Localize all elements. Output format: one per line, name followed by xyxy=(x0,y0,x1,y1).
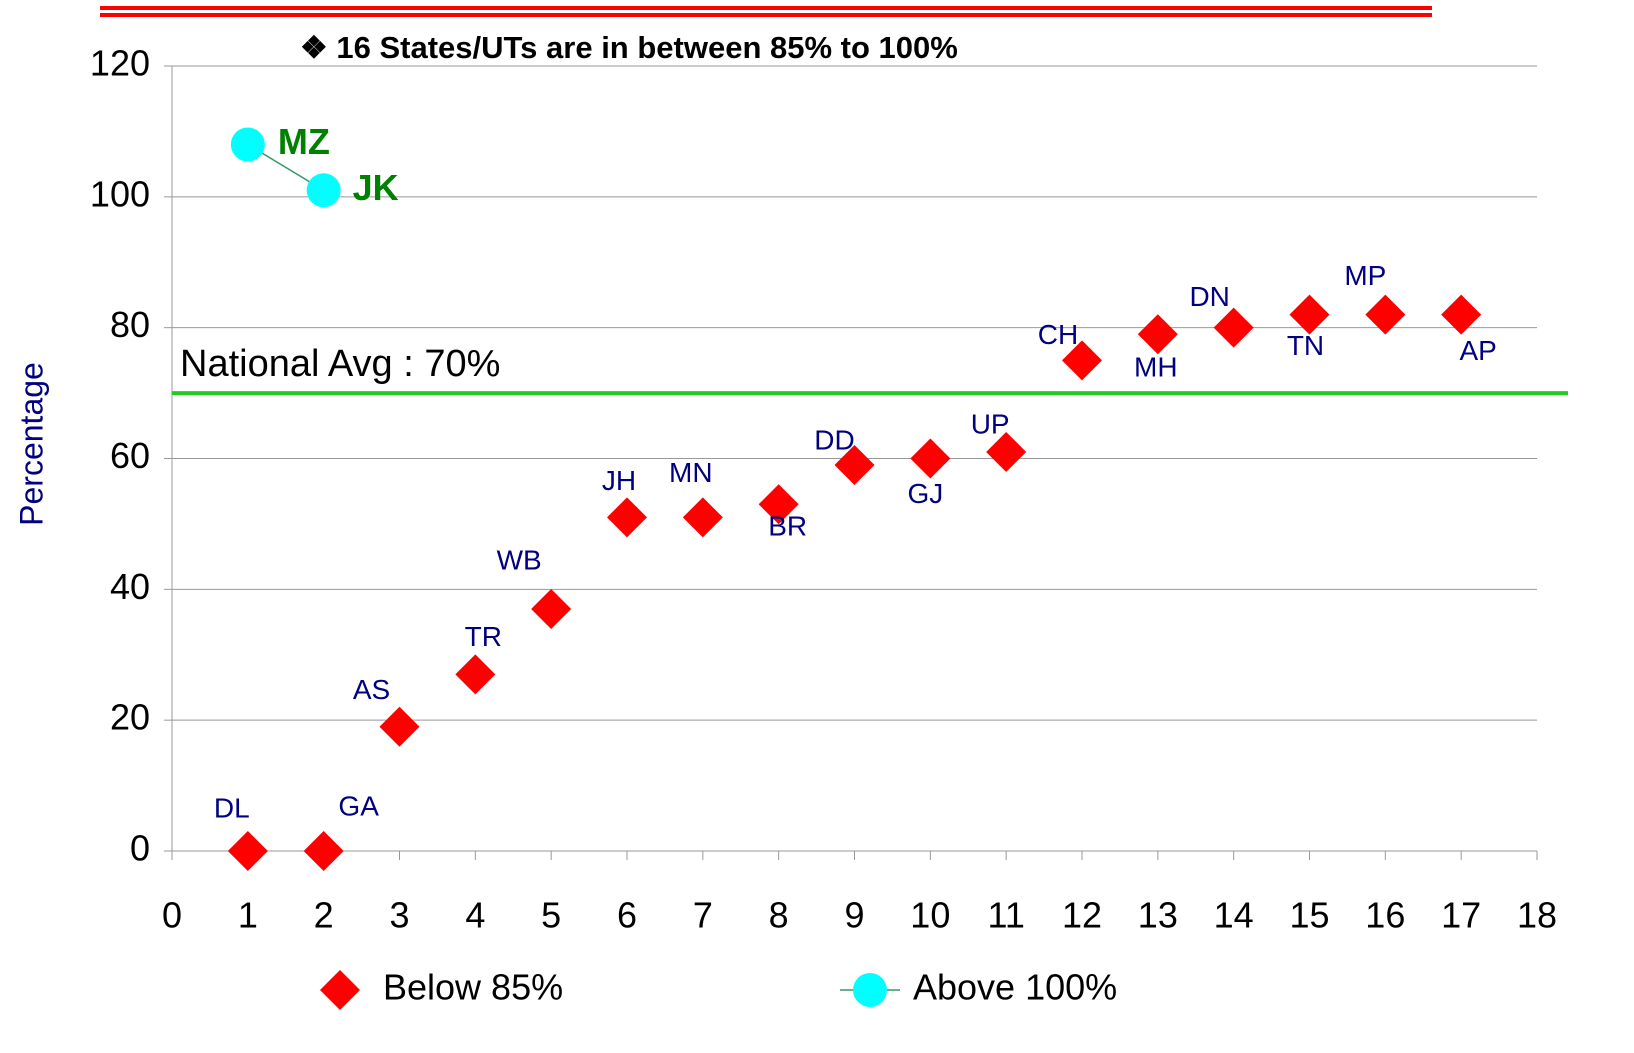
point-label: BR xyxy=(768,511,807,542)
marker xyxy=(306,173,341,208)
x-tick-label: 0 xyxy=(162,895,182,936)
y-tick-label: 120 xyxy=(90,43,150,84)
point-label: GA xyxy=(338,790,379,821)
x-tick-label: 18 xyxy=(1517,895,1557,936)
marker xyxy=(1062,340,1102,381)
y-tick-label: 0 xyxy=(130,828,150,869)
marker xyxy=(1289,294,1330,335)
x-tick-label: 10 xyxy=(910,895,950,936)
point-label: DN xyxy=(1189,281,1229,312)
marker xyxy=(1365,294,1406,335)
chart-title: ❖ 16 States/UTs are in between 85% to 10… xyxy=(300,30,958,65)
x-tick-label: 3 xyxy=(389,895,409,936)
y-tick-label: 100 xyxy=(90,173,150,214)
marker xyxy=(1213,307,1254,348)
point-label: TR xyxy=(465,621,502,652)
point-label: JH xyxy=(602,465,636,496)
legend-label: Above 100% xyxy=(913,967,1117,1008)
marker xyxy=(1137,314,1178,355)
x-tick-label: 2 xyxy=(314,895,334,936)
x-tick-label: 4 xyxy=(465,895,485,936)
y-tick-label: 80 xyxy=(110,304,150,345)
x-tick-label: 1 xyxy=(238,895,258,936)
x-tick-label: 6 xyxy=(617,895,637,936)
point-label: AP xyxy=(1459,335,1496,366)
marker xyxy=(682,497,723,538)
x-tick-label: 17 xyxy=(1441,895,1481,936)
point-label: UP xyxy=(971,408,1010,439)
x-tick-label: 8 xyxy=(769,895,789,936)
marker xyxy=(227,831,268,871)
point-label: MH xyxy=(1134,352,1178,383)
legend-marker xyxy=(853,973,887,1007)
marker xyxy=(1441,294,1482,335)
x-tick-label: 7 xyxy=(693,895,713,936)
x-tick-label: 14 xyxy=(1214,895,1254,936)
marker xyxy=(986,431,1027,472)
y-axis-label: Percentage xyxy=(13,362,49,526)
x-tick-label: 9 xyxy=(844,895,864,936)
point-label: WB xyxy=(497,544,542,575)
point-label: AS xyxy=(353,674,390,705)
x-tick-label: 16 xyxy=(1365,895,1405,936)
x-tick-label: 12 xyxy=(1062,895,1102,936)
marker xyxy=(303,831,344,871)
marker xyxy=(230,127,265,162)
point-label: DD xyxy=(814,424,854,455)
legend-marker xyxy=(320,970,360,1010)
marker xyxy=(758,484,799,525)
marker xyxy=(834,445,875,486)
reference-label: National Avg : 70% xyxy=(180,343,500,385)
point-label: DL xyxy=(214,792,250,823)
marker xyxy=(607,497,647,538)
y-tick-label: 40 xyxy=(110,566,150,607)
y-tick-label: 20 xyxy=(110,697,150,738)
point-label: MN xyxy=(669,457,713,488)
point-label: JK xyxy=(353,167,399,208)
marker xyxy=(379,706,420,747)
x-tick-label: 11 xyxy=(987,895,1024,936)
point-label: CH xyxy=(1038,319,1078,350)
marker xyxy=(910,438,951,479)
point-label: TN xyxy=(1287,330,1324,361)
point-label: MP xyxy=(1344,260,1386,291)
x-tick-label: 15 xyxy=(1289,895,1329,936)
legend-label: Below 85% xyxy=(383,967,563,1008)
x-tick-label: 13 xyxy=(1138,895,1178,936)
point-label: GJ xyxy=(907,478,943,509)
marker xyxy=(531,588,572,629)
point-label: MZ xyxy=(278,121,330,162)
x-tick-label: 5 xyxy=(541,895,561,936)
y-tick-label: 60 xyxy=(110,435,150,476)
marker xyxy=(455,654,496,695)
